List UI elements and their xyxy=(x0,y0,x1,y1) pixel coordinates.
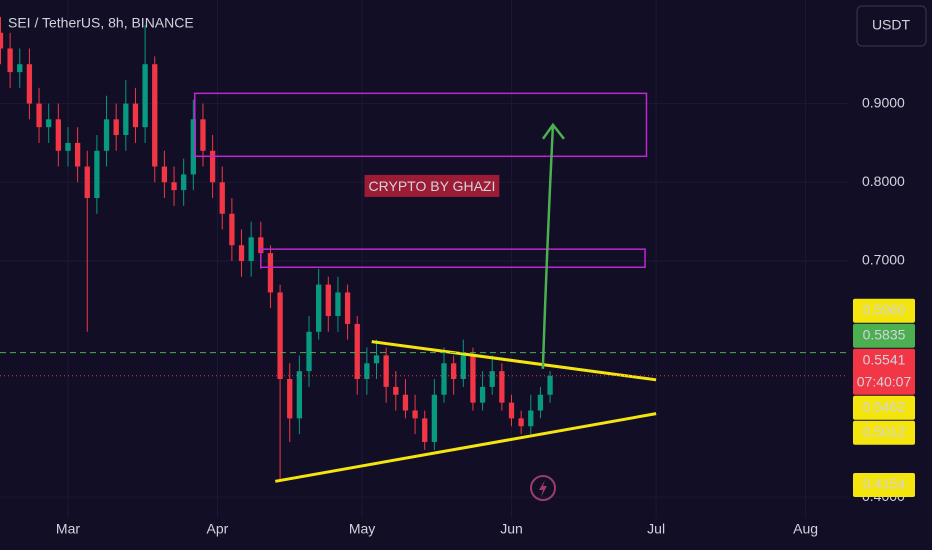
candle-body xyxy=(94,150,100,199)
price-label-box xyxy=(853,395,915,420)
candle-body xyxy=(277,292,283,380)
trendline xyxy=(371,340,657,382)
x-tick-label: Jun xyxy=(500,521,523,537)
candle-body xyxy=(17,64,23,73)
candle-body xyxy=(190,119,196,175)
candle-body xyxy=(219,182,225,214)
candle-body xyxy=(306,331,312,372)
candle-body xyxy=(209,150,216,183)
x-tick-label: Mar xyxy=(56,521,80,537)
price-label-box xyxy=(853,348,915,395)
candle-body xyxy=(181,174,187,191)
x-tick-label: May xyxy=(349,521,375,537)
price-label-box xyxy=(853,472,915,497)
candle-body xyxy=(296,371,303,419)
candle-body xyxy=(431,394,438,442)
candle-body xyxy=(335,292,341,317)
y-tick-label: 0.8000 xyxy=(862,173,905,189)
candle-body xyxy=(132,103,139,128)
y-tick-label: 0.7000 xyxy=(862,252,905,268)
candle-body xyxy=(412,410,418,419)
price-label: 0.5835 xyxy=(863,326,906,342)
candle-body xyxy=(518,418,524,427)
zone xyxy=(194,92,648,158)
candle-body xyxy=(0,32,4,49)
candle-body xyxy=(65,142,71,151)
price-label: 0.5462 xyxy=(863,398,906,414)
candle-body xyxy=(354,323,360,380)
candle-body xyxy=(74,142,81,167)
price-label: 0.4154 xyxy=(863,476,906,492)
candle-body xyxy=(161,166,168,183)
candle-body xyxy=(229,213,235,246)
candle-body xyxy=(316,284,322,332)
candle-body xyxy=(142,64,148,128)
candle-body xyxy=(103,119,110,151)
candle-body xyxy=(238,245,245,261)
candle-body xyxy=(171,182,177,191)
candle-body xyxy=(344,292,351,324)
candle-body xyxy=(46,119,52,128)
candle-body xyxy=(267,253,274,293)
candle-body xyxy=(383,355,389,387)
chart-title: SEI / TetherUS, 8h, BINANCE xyxy=(8,15,194,31)
candle-body xyxy=(450,363,457,380)
candle-body xyxy=(55,119,61,151)
currency-button-label[interactable]: USDT xyxy=(872,17,911,33)
price-label: 0.5541 xyxy=(863,351,906,367)
countdown: 07:40:07 xyxy=(857,373,912,389)
candle-body xyxy=(489,371,495,387)
candle-body xyxy=(287,379,293,419)
candle-body xyxy=(547,375,553,395)
candle-body xyxy=(499,371,505,403)
candle-body xyxy=(84,166,90,199)
candle-body xyxy=(7,48,13,73)
annotation-box xyxy=(364,174,500,197)
annotation-text: CRYPTO BY GHAZI xyxy=(369,178,496,194)
price-label: 0.5012 xyxy=(863,423,906,439)
candle-body xyxy=(200,119,206,151)
candle-body xyxy=(479,386,486,403)
candle-body xyxy=(258,237,264,254)
price-label-box xyxy=(853,298,915,323)
candle-body xyxy=(441,363,447,395)
candle-body xyxy=(325,284,331,317)
x-tick-label: Jul xyxy=(647,521,665,537)
candle-body xyxy=(373,355,380,364)
candle-body xyxy=(248,237,254,261)
arrow xyxy=(541,122,565,369)
candle-body xyxy=(123,103,129,136)
candle-body xyxy=(364,363,370,380)
x-tick-label: Apr xyxy=(207,521,229,537)
price-label-box xyxy=(853,323,915,348)
candle-body xyxy=(460,355,466,380)
candle-body xyxy=(402,394,409,411)
plot-area: CRYPTO BY GHAZI xyxy=(0,0,848,518)
alert-icon[interactable] xyxy=(530,475,556,501)
trendline xyxy=(275,412,657,483)
candle-body xyxy=(26,64,33,104)
zone xyxy=(260,248,646,269)
y-tick-label: 0.9000 xyxy=(862,94,905,110)
candle-body xyxy=(528,410,534,427)
currency-button[interactable] xyxy=(856,5,927,47)
candle-body xyxy=(113,119,119,136)
price-label-box xyxy=(853,420,915,445)
candle-body xyxy=(470,355,476,403)
candle-body xyxy=(36,103,42,128)
candle-body xyxy=(152,64,158,167)
price-label: 0.5960 xyxy=(863,301,906,317)
candle-body xyxy=(422,418,428,442)
candle-body xyxy=(537,394,544,411)
candle-body xyxy=(393,386,399,395)
candle-body xyxy=(508,402,515,419)
x-tick-label: Aug xyxy=(793,521,818,537)
